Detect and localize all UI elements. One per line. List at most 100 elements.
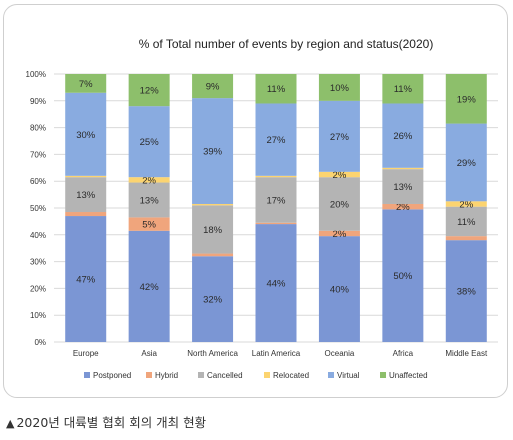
x-tick-label: Asia xyxy=(141,349,157,358)
bar-segment-postponed xyxy=(382,209,424,342)
bar-segment-unaffected xyxy=(65,74,107,93)
data-label: 13% xyxy=(140,195,160,206)
bar-segment-virtual xyxy=(128,106,170,178)
legend-swatch xyxy=(146,372,152,378)
bar-segment-cancelled xyxy=(318,177,360,231)
bar-segment-cancelled xyxy=(65,177,107,213)
bar-segment-hybrid xyxy=(382,203,424,210)
data-label: 9% xyxy=(206,82,220,93)
chart-title: % of Total number of events by region an… xyxy=(139,37,434,51)
bar-segment-relocated xyxy=(192,203,234,206)
bar-segment-unaffected xyxy=(445,74,487,124)
data-label: 19% xyxy=(457,94,477,105)
y-tick-label: 60% xyxy=(30,177,46,186)
bar-segment-unaffected xyxy=(382,74,424,104)
data-label: 13% xyxy=(393,182,413,193)
y-tick-label: 70% xyxy=(30,150,46,159)
data-label: 29% xyxy=(457,158,477,169)
y-tick-label: 90% xyxy=(30,97,46,106)
bar-segment-virtual xyxy=(65,92,107,176)
data-label: 11% xyxy=(457,217,476,228)
bar-segment-unaffected xyxy=(318,74,360,101)
bar-segment-relocated xyxy=(382,167,424,170)
data-label: 2% xyxy=(333,229,347,240)
bar-segment-virtual xyxy=(445,123,487,202)
bar-segment-relocated xyxy=(65,175,107,178)
stacked-bar-chart: % of Total number of events by region an… xyxy=(26,37,498,380)
data-label: 12% xyxy=(140,86,160,97)
data-label: 26% xyxy=(393,131,413,142)
legend-label: Cancelled xyxy=(207,371,243,380)
bar-segment-hybrid xyxy=(318,230,360,237)
data-label: 44% xyxy=(266,279,286,290)
data-label: 25% xyxy=(140,137,160,148)
x-tick-label: Europe xyxy=(73,349,99,358)
bar-segment-postponed xyxy=(318,236,360,342)
x-tick-label: Oceania xyxy=(325,349,355,358)
legend-swatch xyxy=(380,372,386,378)
bar-segment-virtual xyxy=(192,98,234,204)
x-tick-label: North America xyxy=(187,349,238,358)
y-tick-label: 0% xyxy=(34,338,46,347)
data-label: 38% xyxy=(457,287,477,298)
figure-caption: ▲ 2020년 대륙별 협회 회의 개최 현황 xyxy=(6,412,206,431)
bar-segment-postponed xyxy=(255,224,297,342)
bar-segment-virtual xyxy=(318,100,360,172)
bar-segment-hybrid xyxy=(65,212,107,217)
bar-segment-relocated xyxy=(318,171,360,178)
data-label: 20% xyxy=(330,199,350,210)
data-label: 2% xyxy=(142,175,156,186)
data-label: 2% xyxy=(396,202,410,213)
bar-segment-relocated xyxy=(255,175,297,178)
legend-swatch xyxy=(264,372,270,378)
data-label: 32% xyxy=(203,295,223,306)
data-label: 2% xyxy=(333,170,347,181)
legend-swatch xyxy=(328,372,334,378)
legend-label: Virtual xyxy=(337,371,360,380)
data-label: 10% xyxy=(330,83,350,94)
bar-segment-unaffected xyxy=(255,74,297,104)
bar-segment-unaffected xyxy=(192,74,234,99)
y-tick-label: 50% xyxy=(30,204,46,213)
x-tick-label: Latin America xyxy=(252,349,301,358)
y-tick-label: 40% xyxy=(30,231,46,240)
data-label: 39% xyxy=(203,147,223,158)
data-label: 27% xyxy=(330,132,350,143)
legend-label: Hybrid xyxy=(155,371,178,380)
data-label: 18% xyxy=(203,225,223,236)
y-tick-label: 30% xyxy=(30,258,46,267)
y-tick-label: 100% xyxy=(26,70,46,79)
caption-text: 2020년 대륙별 협회 회의 개최 현황 xyxy=(16,415,207,430)
data-label: 47% xyxy=(76,275,96,286)
legend-swatch xyxy=(84,372,90,378)
data-label: 5% xyxy=(142,220,156,231)
data-label: 40% xyxy=(330,285,350,296)
data-label: 11% xyxy=(394,84,413,95)
bar-segment-relocated xyxy=(445,201,487,207)
data-label: 17% xyxy=(266,195,286,206)
x-tick-label: Africa xyxy=(393,349,414,358)
bar-segment-cancelled xyxy=(128,182,170,218)
triangle-icon: ▲ xyxy=(6,417,15,430)
bar-segment-postponed xyxy=(65,216,107,342)
bar-segment-hybrid xyxy=(128,217,170,231)
bar-segment-cancelled xyxy=(445,206,487,237)
bar-segment-virtual xyxy=(382,103,424,168)
bar-segment-hybrid xyxy=(445,236,487,241)
bar-segment-postponed xyxy=(192,256,234,342)
y-tick-label: 10% xyxy=(30,311,46,320)
y-tick-label: 80% xyxy=(30,124,46,133)
data-label: 42% xyxy=(140,282,160,293)
data-label: 11% xyxy=(267,84,286,95)
data-label: 7% xyxy=(79,79,93,90)
y-tick-label: 20% xyxy=(30,284,46,293)
bar-segment-relocated xyxy=(128,177,170,183)
bar-segment-cancelled xyxy=(192,205,234,254)
bar-segment-virtual xyxy=(255,103,297,176)
bar-segment-postponed xyxy=(128,230,170,342)
bar-segment-unaffected xyxy=(128,74,170,107)
legend-swatch xyxy=(198,372,204,378)
legend-label: Relocated xyxy=(273,371,309,380)
bar-segment-hybrid xyxy=(192,253,234,257)
bar-segment-cancelled xyxy=(382,169,424,204)
